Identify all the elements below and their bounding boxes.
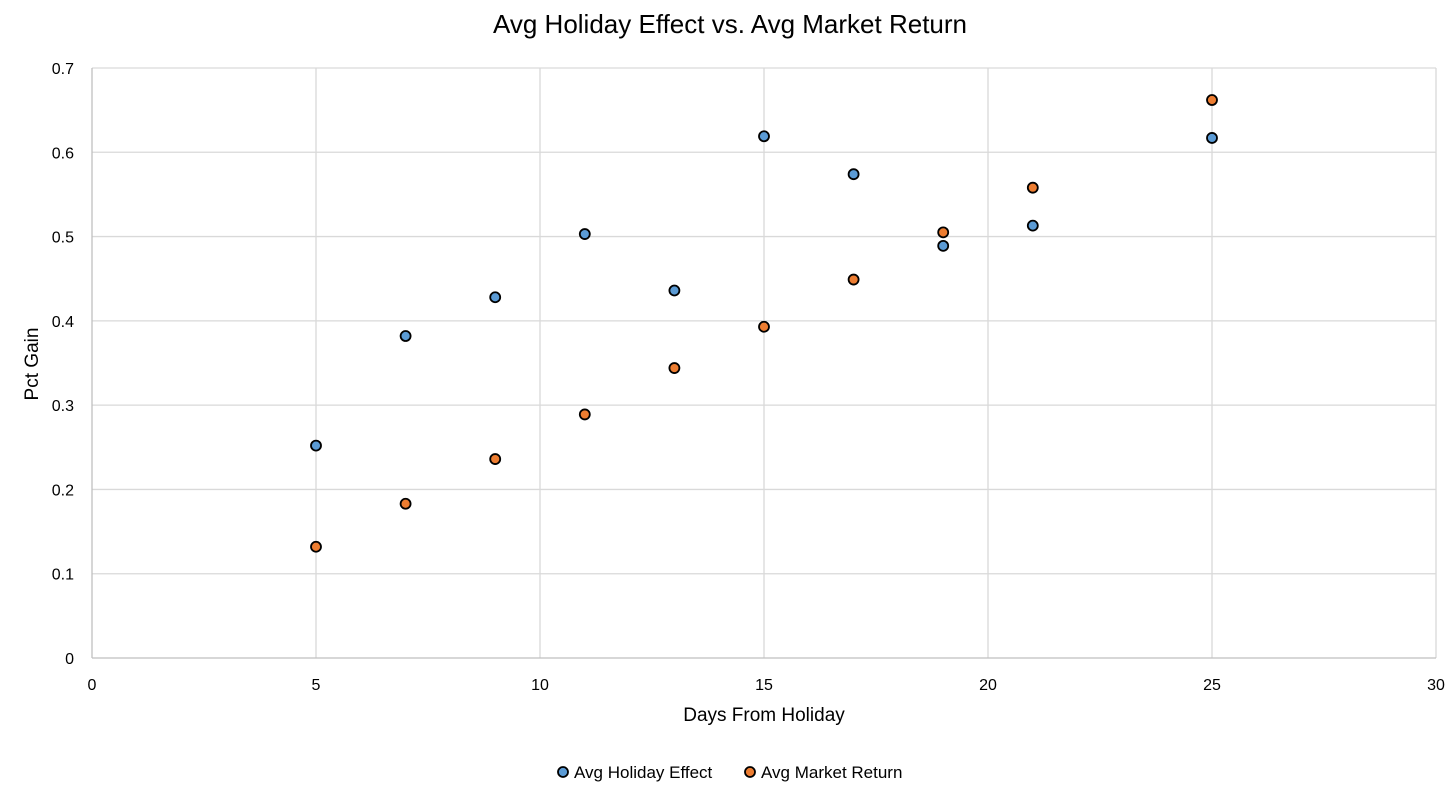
y-tick-label: 0.5	[52, 230, 74, 247]
data-points	[310, 94, 1218, 553]
avg-market-return-point	[758, 320, 770, 333]
axes	[91, 68, 1436, 659]
avg-market-return-point	[1026, 181, 1039, 194]
avg-holiday-effect-point	[399, 330, 412, 342]
y-tick-label: 0.1	[52, 567, 74, 584]
avg-market-return-point	[310, 540, 322, 553]
y-tick-label: 0.7	[52, 61, 74, 78]
x-tick-label: 15	[755, 677, 773, 694]
avg-holiday-effect-legend-marker	[557, 766, 569, 778]
x-tick-label: 5	[312, 677, 321, 694]
avg-market-return-point	[489, 453, 502, 465]
avg-market-return-point	[668, 362, 681, 374]
x-axis-label: Days From Holiday	[683, 705, 845, 726]
avg-market-return-legend-marker	[744, 766, 756, 778]
y-tick-label: 0.4	[52, 314, 74, 331]
avg-holiday-effect-point	[937, 239, 950, 252]
y-tick-label: 0	[65, 651, 74, 668]
avg-market-return-point	[937, 226, 950, 239]
avg-holiday-effect-legend-label: Avg Holiday Effect	[574, 763, 713, 782]
avg-holiday-effect-point	[1026, 219, 1039, 232]
avg-holiday-effect-point	[1206, 132, 1218, 144]
legend: Avg Holiday Effect Avg Market Return	[557, 763, 902, 782]
x-tick-label: 30	[1427, 677, 1445, 694]
y-axis-label: Pct Gain	[22, 328, 43, 401]
avg-holiday-effect-point	[847, 168, 860, 181]
x-tick-label: 20	[979, 677, 997, 694]
grid-lines	[92, 67, 1437, 658]
avg-holiday-effect-point	[758, 130, 770, 143]
y-tick-label: 0.2	[52, 482, 74, 499]
avg-holiday-effect-point	[668, 284, 681, 297]
tick-labels: 0 0.1 0.2 0.3 0.4 0.5 0.6 0.7 0 5 10 15 20 25 30	[52, 61, 1445, 694]
avg-holiday-effect-point	[310, 439, 322, 452]
avg-market-return-point	[578, 408, 591, 421]
x-tick-label: 25	[1203, 677, 1221, 694]
avg-holiday-effect-point	[489, 291, 502, 304]
chart-title: Avg Holiday Effect vs. Avg Market Return	[493, 9, 967, 39]
y-tick-label: 0.6	[52, 145, 74, 162]
avg-market-return-legend-label: Avg Market Return	[761, 763, 902, 782]
x-tick-label: 0	[88, 677, 97, 694]
avg-market-return-point	[1206, 94, 1218, 106]
y-tick-label: 0.3	[52, 398, 74, 415]
avg-market-return-point	[399, 497, 412, 510]
x-tick-label: 10	[531, 677, 549, 694]
avg-market-return-point	[847, 273, 860, 286]
avg-holiday-effect-point	[578, 228, 591, 240]
